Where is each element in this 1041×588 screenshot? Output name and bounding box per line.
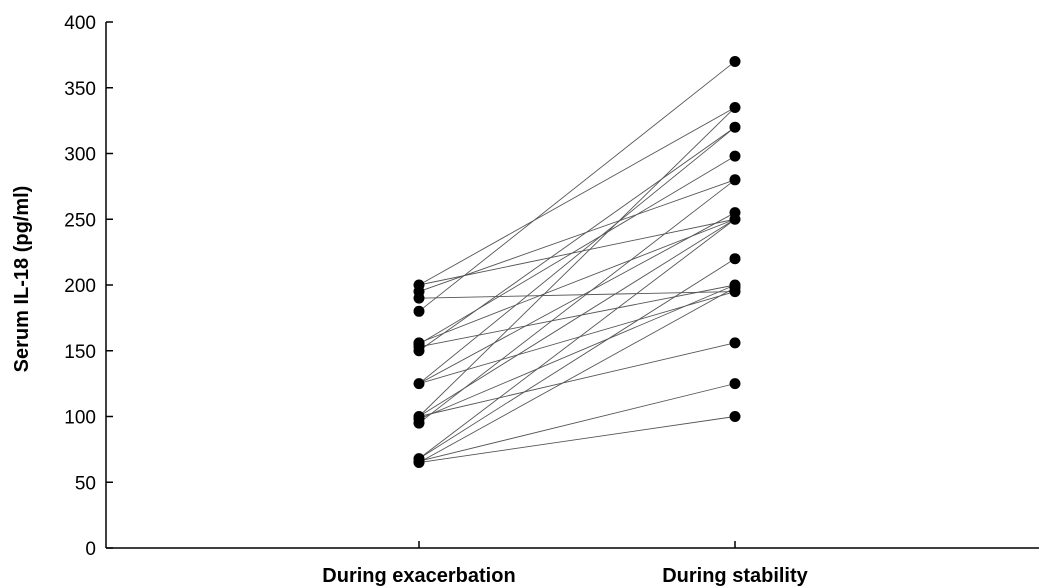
exacerbation-point	[413, 345, 425, 357]
exacerbation-point	[413, 292, 425, 304]
pair-line	[418, 284, 736, 348]
y-tick-label: 150	[64, 342, 96, 363]
pair-line	[418, 61, 736, 312]
y-tick-label: 50	[75, 473, 96, 494]
pair-line	[418, 284, 736, 420]
pair-line	[418, 155, 736, 345]
stability-point	[729, 337, 741, 349]
stability-point	[729, 411, 741, 422]
y-tick-label: 350	[64, 79, 96, 100]
exacerbation-point	[413, 417, 425, 429]
y-tick-label: 0	[85, 539, 96, 560]
pair-line	[418, 342, 736, 417]
x-category-label: During exacerbation	[322, 565, 515, 587]
pair-line	[418, 179, 736, 292]
pair-line	[418, 126, 736, 384]
stability-point	[729, 207, 741, 219]
y-tick-label: 300	[64, 145, 96, 166]
stability-point	[729, 150, 741, 162]
pair-line	[418, 218, 736, 344]
exacerbation-point	[413, 305, 425, 317]
pair-line	[418, 291, 736, 299]
stability-point	[729, 121, 741, 133]
y-tick-label: 100	[64, 408, 96, 429]
pair-line	[418, 126, 736, 352]
stability-point	[729, 101, 741, 113]
paired-lines	[418, 61, 736, 463]
pair-line	[418, 416, 736, 463]
stability-point	[729, 282, 741, 294]
x-ticks: During exacerbation During stability	[322, 541, 809, 587]
y-tick-label: 250	[64, 210, 96, 231]
pair-line	[418, 383, 736, 462]
pair-line	[418, 212, 736, 385]
x-category-label: During stability	[662, 565, 808, 587]
axes	[105, 22, 1039, 549]
stability-point	[729, 174, 741, 186]
pair-line	[418, 218, 736, 459]
y-tick-label: 400	[64, 13, 96, 34]
y-axis-title: Serum IL-18 (pg/ml)	[11, 186, 33, 373]
exacerbation-point	[413, 378, 425, 390]
pair-line	[418, 218, 736, 286]
stability-point	[729, 55, 741, 67]
stability-point	[729, 378, 741, 390]
stability-point	[729, 253, 741, 265]
data-points	[413, 55, 741, 469]
y-tick-label: 200	[64, 276, 96, 297]
pair-line	[418, 179, 736, 424]
exacerbation-point	[413, 457, 425, 469]
pair-line	[418, 107, 736, 286]
pair-line	[418, 218, 736, 417]
pair-line	[418, 258, 736, 459]
pair-line	[418, 287, 736, 463]
y-ticks: 0 50 100 150 200 250 300 350 400	[64, 13, 113, 560]
pair-line	[418, 107, 736, 417]
